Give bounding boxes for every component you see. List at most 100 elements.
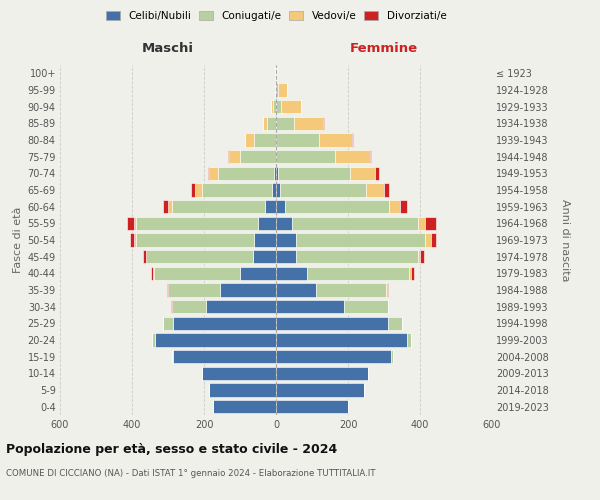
Bar: [276, 234, 296, 246]
Bar: [136, 216, 258, 230]
Bar: [384, 184, 389, 196]
Bar: [172, 200, 265, 213]
Bar: [172, 350, 173, 364]
Bar: [152, 334, 155, 346]
Bar: [407, 334, 411, 346]
Bar: [296, 234, 425, 246]
Bar: [276, 284, 316, 296]
Bar: [276, 400, 348, 413]
Bar: [136, 234, 254, 246]
Bar: [167, 284, 168, 296]
Bar: [409, 266, 411, 280]
Bar: [253, 250, 276, 264]
Bar: [258, 216, 276, 230]
Bar: [220, 284, 276, 296]
Bar: [307, 266, 409, 280]
Bar: [276, 66, 277, 80]
Bar: [151, 266, 153, 280]
Bar: [168, 200, 172, 213]
Bar: [240, 266, 276, 280]
Text: COMUNE DI CICCIANO (NA) - Dati ISTAT 1° gennaio 2024 - Elaborazione TUTTITALIA.I: COMUNE DI CICCIANO (NA) - Dati ISTAT 1° …: [6, 469, 376, 478]
Bar: [285, 200, 389, 213]
Bar: [276, 384, 364, 396]
Bar: [319, 134, 352, 146]
Bar: [146, 250, 253, 264]
Bar: [153, 266, 154, 280]
Bar: [209, 384, 276, 396]
Bar: [273, 100, 276, 114]
Bar: [296, 250, 418, 264]
Bar: [206, 300, 276, 314]
Bar: [254, 234, 276, 246]
Bar: [276, 316, 388, 330]
Bar: [276, 134, 319, 146]
Bar: [154, 266, 240, 280]
Bar: [263, 116, 267, 130]
Bar: [389, 200, 400, 213]
Bar: [240, 150, 276, 164]
Bar: [418, 216, 425, 230]
Bar: [352, 134, 353, 146]
Bar: [278, 166, 350, 180]
Bar: [386, 284, 388, 296]
Bar: [267, 116, 276, 130]
Bar: [276, 216, 292, 230]
Bar: [375, 166, 379, 180]
Bar: [155, 334, 276, 346]
Bar: [276, 366, 368, 380]
Y-axis label: Fasce di età: Fasce di età: [13, 207, 23, 273]
Bar: [202, 366, 276, 380]
Bar: [276, 166, 278, 180]
Bar: [276, 84, 278, 96]
Bar: [370, 150, 371, 164]
Bar: [276, 350, 391, 364]
Bar: [202, 184, 272, 196]
Bar: [420, 250, 424, 264]
Bar: [276, 334, 407, 346]
Bar: [276, 266, 307, 280]
Bar: [127, 216, 134, 230]
Bar: [275, 66, 276, 80]
Bar: [229, 150, 240, 164]
Bar: [411, 266, 414, 280]
Bar: [208, 166, 209, 180]
Y-axis label: Anni di nascita: Anni di nascita: [560, 198, 570, 281]
Bar: [281, 100, 301, 114]
Bar: [213, 400, 276, 413]
Text: Femmine: Femmine: [350, 42, 418, 55]
Bar: [280, 184, 366, 196]
Bar: [271, 100, 273, 114]
Bar: [276, 116, 294, 130]
Bar: [274, 166, 276, 180]
Bar: [276, 250, 296, 264]
Bar: [316, 284, 386, 296]
Bar: [278, 84, 287, 96]
Bar: [425, 216, 436, 230]
Bar: [173, 316, 276, 330]
Bar: [418, 250, 420, 264]
Bar: [275, 84, 276, 96]
Bar: [276, 300, 344, 314]
Bar: [292, 216, 418, 230]
Bar: [228, 150, 229, 164]
Bar: [431, 234, 436, 246]
Bar: [209, 166, 218, 180]
Bar: [276, 100, 281, 114]
Bar: [171, 300, 172, 314]
Bar: [276, 150, 335, 164]
Bar: [191, 184, 195, 196]
Bar: [163, 316, 173, 330]
Bar: [294, 116, 323, 130]
Bar: [272, 184, 276, 196]
Bar: [254, 134, 276, 146]
Bar: [366, 184, 384, 196]
Bar: [391, 350, 393, 364]
Bar: [245, 134, 254, 146]
Bar: [400, 200, 407, 213]
Bar: [276, 184, 280, 196]
Bar: [344, 300, 388, 314]
Bar: [350, 166, 375, 180]
Bar: [335, 150, 370, 164]
Text: Popolazione per età, sesso e stato civile - 2024: Popolazione per età, sesso e stato civil…: [6, 442, 337, 456]
Bar: [168, 284, 220, 296]
